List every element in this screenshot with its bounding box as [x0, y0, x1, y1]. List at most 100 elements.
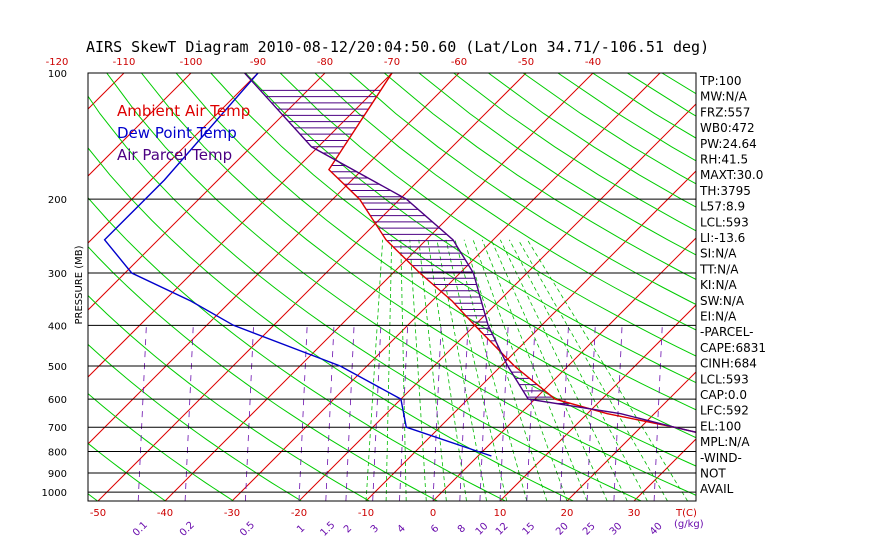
- dry-adiabat-line: [418, 73, 696, 256]
- stat-line: LI:-13.6: [700, 231, 745, 245]
- moist-adiabat-line: [481, 239, 588, 501]
- mixing-ratio-tick-label: 12: [494, 521, 511, 538]
- dry-adiabat-line: [88, 245, 438, 501]
- stat-line: PW:24.64: [700, 137, 757, 151]
- pressure-tick-label: 500: [48, 362, 67, 373]
- series-line-2: [244, 73, 696, 433]
- dry-adiabat-line: [836, 73, 870, 501]
- legend-dewpoint: Dew Point Temp: [117, 124, 237, 142]
- isotherm-line: [566, 371, 696, 501]
- mixing-ratio-tick-label: 25: [581, 521, 598, 538]
- mixing-ratio-line: [372, 325, 382, 501]
- stat-line: WB0:472: [700, 121, 755, 135]
- mixing-ratio-tick-label: 10: [474, 521, 491, 538]
- pressure-tick-label: 400: [48, 321, 67, 332]
- pressure-tick-label: 600: [48, 395, 67, 406]
- moist-adiabat-line: [365, 239, 384, 501]
- stat-line: NOT: [700, 467, 726, 481]
- isotherm-line: [768, 73, 870, 501]
- isotherm-line: [88, 73, 326, 311]
- pressure-tick-label: 100: [48, 69, 67, 80]
- moist-adiabat-line: [427, 239, 467, 501]
- mixing-ratio-line: [499, 325, 509, 501]
- mixing-ratio-line: [479, 325, 489, 501]
- top-temp-tick-label: -50: [518, 57, 534, 68]
- top-temp-tick-label: -70: [384, 57, 400, 68]
- pressure-tick-label: 200: [48, 195, 67, 206]
- legend-ambient: Ambient Air Temp: [117, 102, 250, 120]
- temp-tick-label: 10: [494, 508, 507, 519]
- dry-adiabat-line: [383, 73, 696, 281]
- mixing-ratio-line: [653, 325, 663, 501]
- stat-line: SI:N/A: [700, 247, 737, 261]
- legend-parcel: Air Parcel Temp: [117, 146, 232, 164]
- temp-tick-label: 0: [430, 508, 436, 519]
- dry-adiabat-line: [175, 73, 696, 439]
- mixing-ratio-tick-label: 0.2: [178, 520, 197, 539]
- temp-tick-label: -20: [291, 508, 307, 519]
- series-line-1: [103, 73, 492, 457]
- dry-adiabat-line: [522, 73, 696, 185]
- dry-adiabat-line: [88, 95, 642, 501]
- dry-adiabat-line: [279, 73, 696, 357]
- mixing-unit-label: (g/kg): [674, 519, 704, 530]
- isotherm-line: [499, 304, 696, 501]
- moist-adiabat-line: [527, 239, 688, 501]
- pressure-tick-label: 700: [48, 423, 67, 434]
- top-temp-tick-label: -100: [180, 57, 203, 68]
- moist-adiabat-line: [490, 239, 608, 501]
- legend: Ambient Air Temp Dew Point Temp Air Parc…: [117, 102, 250, 164]
- mixing-ratio-tick-label: 2: [342, 523, 354, 535]
- isotherm-line: [88, 73, 460, 445]
- stat-line: CAPE:6831: [700, 341, 766, 355]
- dry-adiabat-line: [245, 73, 696, 384]
- temp-tick-label: -10: [358, 508, 374, 519]
- isotherm-line: [88, 73, 259, 244]
- isotherm-line: [0, 73, 57, 501]
- dry-adiabat-line: [210, 73, 696, 411]
- stat-line: MW:N/A: [700, 90, 748, 104]
- moist-adiabat-line: [499, 239, 628, 501]
- pressure-tick-label: 800: [48, 448, 67, 459]
- dry-adiabat-line: [88, 196, 506, 501]
- isotherm-line: [88, 73, 192, 177]
- dry-adiabat-line: [88, 147, 574, 501]
- top-temp-tick-label: -90: [250, 57, 266, 68]
- isotherm-line: [164, 73, 594, 501]
- dry-adiabat-line: [349, 73, 696, 306]
- isotherm-line: [97, 73, 527, 501]
- top-temp-tick-label: -60: [451, 57, 467, 68]
- stat-line: EL:100: [700, 419, 741, 433]
- stat-line: MAXT:30.0: [700, 168, 763, 182]
- mixing-ratio-tick-label: 30: [608, 521, 625, 538]
- stat-line: L57:8.9: [700, 200, 745, 214]
- mixing-ratio-tick-label: 3: [369, 523, 381, 535]
- stat-line: -WIND-: [700, 451, 742, 465]
- mixing-ratio-tick-label: 20: [554, 521, 571, 538]
- mixing-ratio-line: [245, 325, 254, 501]
- dry-adiabat-line: [0, 73, 30, 501]
- isotherm-line: [365, 170, 696, 501]
- stat-line: MPL:N/A: [700, 435, 750, 449]
- mixing-ratio-line: [459, 325, 469, 501]
- isotherm-line: [835, 73, 870, 501]
- temp-tick-label: -40: [157, 508, 173, 519]
- top-temp-tick-label: -110: [113, 57, 136, 68]
- mixing-ratio-tick-label: 1.5: [319, 520, 338, 539]
- stat-line: LFC:592: [700, 404, 749, 418]
- mixing-ratio-line: [345, 325, 355, 501]
- mixing-ratio-line: [559, 325, 569, 501]
- mixing-ratio-tick-label: 1: [295, 523, 307, 535]
- mixing-ratio-line: [586, 325, 596, 501]
- stat-line: LCL:593: [700, 372, 749, 386]
- mixing-ratio-tick-label: 0.5: [238, 520, 257, 539]
- mixing-ratio-tick-label: 15: [521, 521, 538, 538]
- moist-adiabat-line: [385, 239, 393, 501]
- stat-line: EI:N/A: [700, 310, 737, 324]
- moist-adiabat-line: [517, 239, 668, 501]
- stat-line: TP:100: [699, 74, 742, 88]
- mixing-ratio-line: [137, 325, 147, 501]
- stat-line: RH:41.5: [700, 153, 748, 167]
